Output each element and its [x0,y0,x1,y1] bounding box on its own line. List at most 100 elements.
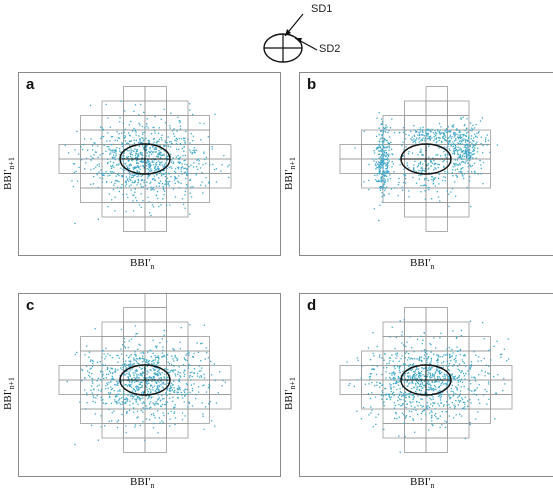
data-point [168,389,170,391]
data-point [157,167,159,169]
data-point [404,391,406,394]
data-point [389,127,392,129]
data-point [121,175,124,177]
data-point [107,161,109,164]
data-point [197,168,199,171]
data-point [123,131,125,133]
grid-cell [468,129,491,145]
data-point [154,373,156,376]
data-point [124,384,126,386]
data-point [381,136,383,138]
data-point [166,376,168,378]
data-point [191,152,194,154]
data-point [432,402,434,404]
data-point [157,403,159,405]
data-point [193,147,196,149]
data-point [161,394,163,397]
data-point [420,359,422,361]
data-point [466,186,468,189]
grid-cell [166,100,189,116]
data-point [454,378,456,380]
grid-cell [404,202,427,218]
data-point [446,348,448,350]
data-point [96,385,98,387]
data-point [473,153,475,155]
data-point [379,147,381,149]
data-point [160,137,162,139]
data-point [112,157,115,159]
data-point [456,164,458,166]
data-point [181,147,183,150]
data-point [460,136,462,138]
data-point [404,363,406,365]
data-point [183,167,185,170]
data-point [191,371,193,373]
grid-cell [425,216,448,232]
data-point [469,151,471,154]
grid-cell [123,86,146,102]
grid-cell [80,394,103,410]
data-point [135,131,137,133]
data-point [159,372,161,374]
data-point [153,377,155,379]
grid-cell [468,350,491,366]
data-point [122,344,124,346]
data-point [468,380,471,382]
grid-cell [361,365,384,381]
data-point [426,164,428,166]
data-point [383,174,385,177]
data-point [189,374,191,377]
data-point [387,393,389,395]
data-point [119,150,121,152]
data-point [107,132,109,134]
data-point [397,194,399,197]
data-point [451,143,453,145]
data-point [382,162,384,164]
data-point [386,175,388,177]
data-point [99,126,102,128]
data-point [198,365,201,367]
data-point [413,164,415,166]
data-point [134,154,137,156]
data-point [122,193,124,196]
data-point [377,172,379,175]
data-point [198,370,200,372]
data-point [390,388,392,390]
data-point [145,395,147,397]
data-point [406,341,408,343]
data-point [418,169,420,172]
data-point [504,383,506,385]
grid-cell [58,379,81,395]
data-point [391,374,393,376]
data-point [121,353,123,355]
grid-cell [144,294,167,308]
data-point [138,357,141,359]
data-point [145,137,147,139]
data-point [169,125,171,127]
data-point [395,336,397,339]
data-point [125,398,127,401]
data-point [404,357,407,359]
data-point [160,204,162,206]
data-point [160,162,162,164]
data-point [413,396,415,398]
data-point [379,204,381,206]
grid-cell [209,379,232,395]
data-point [484,140,487,143]
data-point [111,166,113,168]
data-point [381,357,383,359]
data-point [469,145,471,147]
data-point [142,371,144,373]
data-point [432,374,434,376]
data-point [434,185,436,187]
data-point [92,362,94,365]
data-point [148,388,150,390]
data-point [380,130,383,132]
data-point [459,348,462,351]
data-point [444,176,447,179]
data-point [456,365,459,367]
data-point [372,368,374,370]
data-point [477,131,480,134]
data-point [167,136,169,138]
data-point [125,431,127,434]
